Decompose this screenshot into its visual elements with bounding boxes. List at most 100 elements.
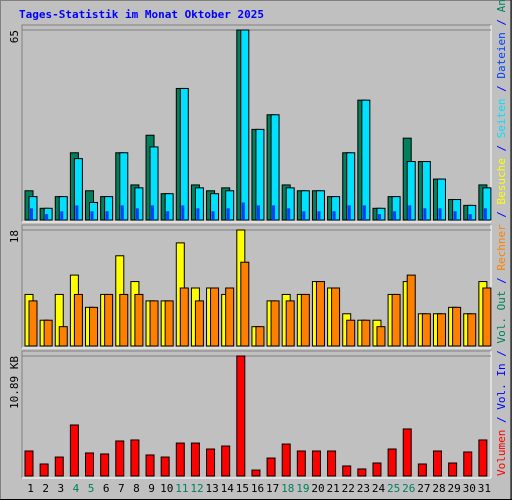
bar bbox=[100, 453, 110, 477]
legend-entry: Dateien bbox=[495, 32, 508, 78]
bar bbox=[361, 319, 371, 347]
bar bbox=[432, 450, 442, 477]
bar bbox=[130, 439, 140, 477]
x-tick-label: 18 bbox=[281, 482, 294, 495]
bar bbox=[54, 456, 64, 477]
bar bbox=[391, 293, 401, 347]
bar bbox=[120, 205, 124, 220]
bar bbox=[342, 465, 352, 477]
x-tick-label: 13 bbox=[205, 482, 218, 495]
x-tick-label: 9 bbox=[148, 482, 155, 495]
bar bbox=[468, 214, 472, 220]
bar bbox=[179, 287, 189, 347]
x-tick-label: 7 bbox=[118, 482, 125, 495]
bar bbox=[452, 306, 462, 347]
bar bbox=[89, 306, 99, 347]
bar bbox=[266, 457, 276, 477]
bar bbox=[194, 300, 204, 347]
bar bbox=[453, 211, 457, 220]
bar bbox=[347, 205, 351, 220]
bar bbox=[115, 440, 125, 477]
legend-separator: / bbox=[495, 204, 508, 224]
legend-separator: / bbox=[495, 344, 508, 364]
bar bbox=[478, 439, 488, 477]
bar bbox=[58, 326, 68, 347]
bar bbox=[281, 443, 291, 477]
bar bbox=[483, 208, 487, 220]
bar bbox=[164, 300, 174, 347]
bar bbox=[436, 313, 446, 347]
x-tick-label: 16 bbox=[251, 482, 264, 495]
bar bbox=[302, 211, 306, 220]
x-tick-label: 30 bbox=[463, 482, 476, 495]
x-tick-label: 28 bbox=[432, 482, 445, 495]
bar bbox=[423, 208, 427, 220]
y-tick-label: 18 bbox=[8, 230, 21, 243]
legend-separator: / bbox=[495, 410, 508, 430]
bar bbox=[30, 208, 33, 220]
x-tick-label: 6 bbox=[103, 482, 110, 495]
bar bbox=[60, 211, 64, 220]
x-tick-label: 24 bbox=[372, 482, 386, 495]
legend-entry: Besuche bbox=[495, 158, 508, 204]
bar bbox=[166, 211, 170, 220]
bar bbox=[196, 208, 200, 220]
bar bbox=[377, 214, 381, 220]
legend-entry: Vol. In bbox=[495, 363, 508, 409]
bar bbox=[104, 293, 114, 347]
bar bbox=[211, 211, 215, 220]
bar bbox=[210, 287, 220, 347]
bar bbox=[357, 468, 367, 477]
bar bbox=[285, 300, 295, 347]
bar bbox=[151, 205, 155, 220]
bar bbox=[300, 293, 310, 347]
bar bbox=[190, 442, 200, 477]
x-tick-label: 8 bbox=[133, 482, 140, 495]
bar bbox=[331, 287, 341, 347]
bar bbox=[482, 287, 492, 347]
bar bbox=[251, 469, 261, 477]
bar bbox=[69, 424, 79, 477]
bar bbox=[90, 211, 94, 220]
bar bbox=[467, 313, 477, 347]
legend-separator: / bbox=[495, 138, 508, 158]
bar bbox=[317, 211, 321, 220]
bar bbox=[332, 211, 336, 220]
y-tick-label: 10.89 KB bbox=[8, 356, 21, 409]
x-tick-label: 19 bbox=[296, 482, 309, 495]
bar bbox=[408, 205, 412, 220]
bar bbox=[270, 300, 280, 347]
bar bbox=[421, 313, 431, 347]
bar bbox=[135, 208, 139, 220]
bar bbox=[24, 450, 34, 477]
legend-entry: Seiten bbox=[495, 98, 508, 138]
bar bbox=[376, 326, 386, 347]
bar bbox=[145, 454, 155, 477]
bar bbox=[39, 463, 49, 477]
bar bbox=[179, 87, 189, 221]
bar bbox=[149, 300, 159, 347]
x-tick-label: 14 bbox=[221, 482, 235, 495]
bar bbox=[85, 452, 95, 477]
legend-separator: / bbox=[495, 271, 508, 291]
x-tick-label: 2 bbox=[42, 482, 49, 495]
x-tick-label: 12 bbox=[190, 482, 203, 495]
bar bbox=[406, 274, 416, 347]
x-tick-label: 29 bbox=[448, 482, 461, 495]
x-tick-label: 27 bbox=[417, 482, 430, 495]
bar bbox=[463, 451, 473, 477]
x-tick-label: 17 bbox=[266, 482, 279, 495]
x-tick-label: 4 bbox=[73, 482, 80, 495]
legend-separator: / bbox=[495, 79, 508, 99]
bar bbox=[417, 463, 427, 477]
bar bbox=[221, 445, 231, 477]
bar bbox=[75, 205, 79, 220]
bar bbox=[346, 319, 356, 347]
bar bbox=[241, 202, 245, 220]
bar bbox=[226, 208, 230, 220]
y-tick-label: 65 bbox=[8, 30, 21, 43]
x-tick-label: 23 bbox=[357, 482, 370, 495]
legend-entry: Vol. Out bbox=[495, 291, 508, 344]
bar bbox=[287, 208, 291, 220]
bar bbox=[387, 448, 397, 477]
